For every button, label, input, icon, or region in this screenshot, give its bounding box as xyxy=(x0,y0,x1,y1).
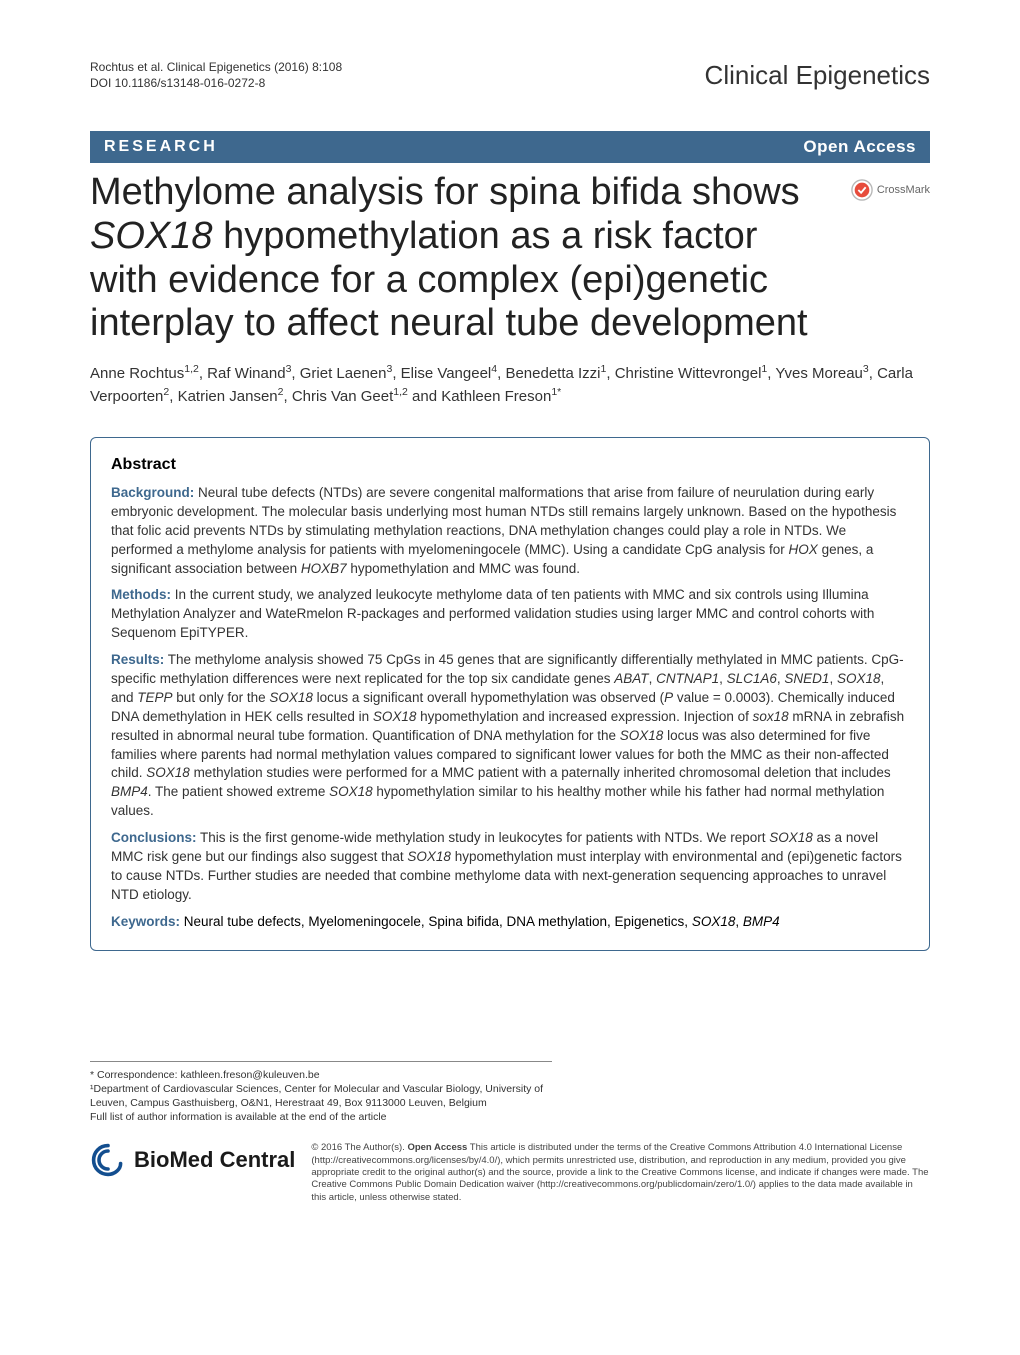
abstract-box: Abstract Background: Neural tube defects… xyxy=(90,437,930,951)
correspondence-line: * Correspondence: kathleen.freson@kuleuv… xyxy=(90,1068,552,1082)
crossmark-label: CrossMark xyxy=(877,184,930,196)
publisher-name: BioMed Central xyxy=(134,1145,295,1175)
full-list-note: Full list of author information is avail… xyxy=(90,1110,552,1124)
doi-line: DOI 10.1186/s13148-016-0272-8 xyxy=(90,76,342,92)
footer-row: BioMed Central © 2016 The Author(s). Ope… xyxy=(90,1142,930,1204)
article-title: Methylome analysis for spina bifida show… xyxy=(90,171,851,346)
abstract-conclusions: Conclusions: This is the first genome-wi… xyxy=(111,829,909,905)
page-footer: * Correspondence: kathleen.freson@kuleuv… xyxy=(90,1061,930,1204)
conclusions-label: Conclusions: xyxy=(111,830,197,845)
abstract-keywords: Keywords: Neural tube defects, Myelomeni… xyxy=(111,913,909,932)
background-label: Background: xyxy=(111,485,194,500)
crossmark-icon xyxy=(851,179,873,201)
research-label: RESEARCH xyxy=(104,138,218,156)
publisher-swirl-icon xyxy=(90,1142,126,1178)
correspondence-block: * Correspondence: kathleen.freson@kuleuv… xyxy=(90,1061,552,1125)
citation-line: Rochtus et al. Clinical Epigenetics (201… xyxy=(90,60,342,76)
abstract-background: Background: Neural tube defects (NTDs) a… xyxy=(111,484,909,578)
affiliation-text: ¹Department of Cardiovascular Sciences, … xyxy=(90,1082,552,1110)
abstract-methods: Methods: In the current study, we analyz… xyxy=(111,586,909,643)
methods-label: Methods: xyxy=(111,587,171,602)
correspondence-email: kathleen.freson@kuleuven.be xyxy=(180,1069,319,1081)
correspondence-label: * Correspondence: xyxy=(90,1069,178,1081)
methods-text: In the current study, we analyzed leukoc… xyxy=(111,587,874,640)
publisher-logo: BioMed Central xyxy=(90,1142,295,1178)
results-label: Results: xyxy=(111,652,164,667)
author-list: Anne Rochtus1,2, Raf Winand3, Griet Laen… xyxy=(90,362,930,409)
research-bar: RESEARCH Open Access xyxy=(90,131,930,163)
title-row: Methylome analysis for spina bifida show… xyxy=(90,171,930,346)
abstract-heading: Abstract xyxy=(111,456,909,474)
crossmark-badge[interactable]: CrossMark xyxy=(851,179,930,201)
journal-name: Clinical Epigenetics xyxy=(705,60,930,91)
license-text: © 2016 The Author(s). Open Access This a… xyxy=(311,1142,930,1204)
page-header: Rochtus et al. Clinical Epigenetics (201… xyxy=(90,60,930,91)
citation-block: Rochtus et al. Clinical Epigenetics (201… xyxy=(90,60,342,91)
abstract-results: Results: The methylome analysis showed 7… xyxy=(111,651,909,821)
keywords-label: Keywords: xyxy=(111,914,180,929)
open-access-label: Open Access xyxy=(803,137,916,157)
